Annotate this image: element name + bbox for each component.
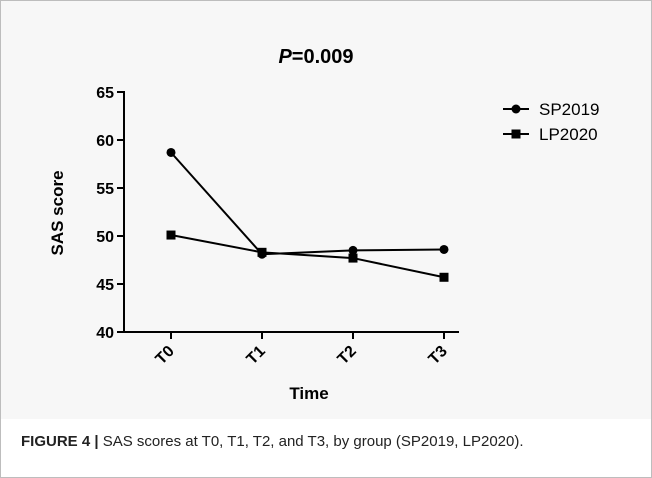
x-tick-labels: T0 T1 T2 T3: [153, 343, 451, 368]
chart-title: P=0.009: [278, 46, 353, 68]
x-tick-label: T1: [244, 343, 269, 368]
y-axis-label: SAS score: [48, 170, 67, 255]
data-point-square: [166, 230, 176, 240]
chart-title-text: =0.009: [292, 46, 354, 68]
y-tick-label: 40: [96, 325, 114, 342]
legend: SP2019 LP2020: [503, 100, 600, 144]
data-point-square: [439, 272, 449, 282]
y-tick-label: 60: [96, 133, 114, 150]
x-axis-label: Time: [289, 384, 328, 403]
caption-text: SAS scores at T0, T1, T2, and T3, by gro…: [98, 433, 524, 450]
caption-label: FIGURE 4 |: [21, 433, 99, 450]
x-tick-label: T0: [153, 343, 178, 368]
line-chart: P=0.009 40 45 50 55 60 65 T0 T1 T2 T3 SP2019 LP20…: [48, 46, 600, 403]
series-layer: [166, 147, 449, 282]
series-line-lp2020: [170, 234, 445, 279]
y-tick-labels: 40 45 50 55 60 65: [96, 85, 114, 342]
y-tick-label: 50: [96, 229, 114, 246]
data-point-circle: [439, 244, 449, 254]
x-tick-label: T3: [426, 343, 451, 368]
data-point-square: [511, 129, 521, 139]
y-tick-label: 65: [96, 85, 114, 102]
data-point-circle: [348, 245, 358, 255]
data-point-square: [257, 247, 267, 257]
legend-label: SP2019: [539, 100, 600, 119]
axes: [117, 91, 459, 339]
plot-area: P=0.009 40 45 50 55 60 65 T0 T1 T2 T3 SP2019 LP20…: [1, 1, 651, 419]
chart-title-italic: P: [278, 46, 292, 68]
series-line-sp2019: [170, 151, 445, 256]
data-point-circle: [166, 147, 176, 157]
y-tick-label: 45: [96, 277, 114, 294]
legend-label: LP2020: [539, 125, 598, 144]
y-tick-label: 55: [96, 181, 114, 198]
figure-caption: FIGURE 4 | SAS scores at T0, T1, T2, and…: [21, 433, 641, 451]
data-point-circle: [511, 104, 521, 114]
data-point-square: [348, 253, 358, 263]
x-tick-label: T2: [335, 343, 360, 368]
